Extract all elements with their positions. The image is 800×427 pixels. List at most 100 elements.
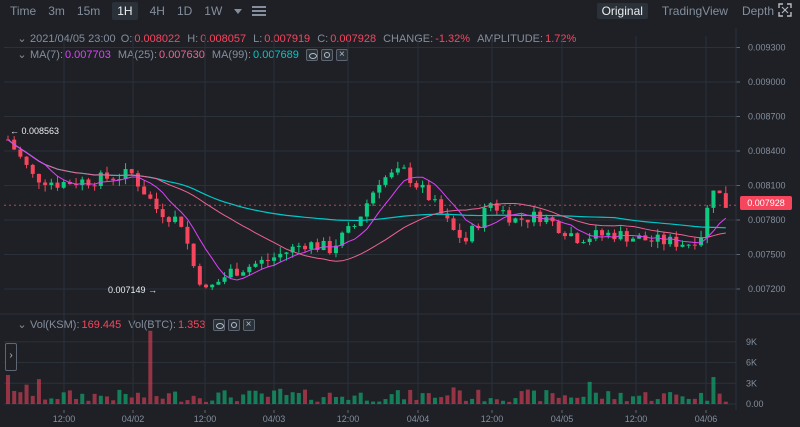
volume-bar	[30, 395, 35, 404]
price-axis-label: 0.007500	[748, 250, 786, 260]
volume-bar	[80, 393, 85, 404]
volume-bar	[24, 384, 29, 404]
price-axis-label: 0.008400	[748, 146, 786, 156]
volume-bar	[451, 387, 456, 404]
candle-body	[185, 226, 190, 244]
high-price-marker: ← 0.008563	[10, 126, 59, 136]
ma7-line	[7, 139, 727, 281]
view-depth[interactable]: Depth	[741, 4, 774, 18]
price-axis-label: 0.007800	[748, 215, 786, 225]
candle-body	[451, 218, 456, 230]
ma-visibility-eye-icon[interactable]	[305, 48, 318, 61]
volume-bar	[655, 399, 660, 404]
timeframe-15m[interactable]: 15m	[76, 4, 101, 18]
indicators-settings-icon[interactable]	[252, 5, 267, 17]
volume-bar	[290, 392, 295, 404]
timeframe-1d[interactable]: 1D	[176, 4, 193, 18]
time-axis-label: 04/06	[695, 414, 718, 424]
time-axis-label: 12:00	[337, 414, 360, 424]
candle-body	[234, 268, 239, 276]
candle-body	[402, 167, 407, 169]
volume-bar	[315, 401, 320, 404]
view-original[interactable]: Original	[596, 3, 648, 19]
volume-bar	[711, 377, 716, 404]
candle-body	[36, 173, 41, 183]
candle-body	[92, 185, 97, 187]
vol-btc-value: 1.353	[177, 318, 206, 331]
ma-legend: ⌄ MA(7): 0.007703 MA(25): 0.007630 MA(99…	[0, 48, 351, 61]
candle-body	[680, 244, 685, 247]
volume-bar	[470, 398, 475, 404]
candle-body	[303, 245, 308, 250]
low-marker-value: 0.007149	[108, 285, 146, 295]
candle-body	[210, 284, 215, 288]
candle-body	[389, 172, 394, 178]
candle-body	[43, 182, 48, 185]
volume-bar	[680, 396, 685, 404]
ma-close-icon[interactable]: ×	[335, 48, 348, 61]
candle-body	[562, 233, 567, 237]
fullscreen-icon[interactable]	[778, 3, 792, 17]
candle-body	[513, 218, 518, 223]
open-label: O:	[120, 32, 133, 45]
vol-ksm-label: Vol(KSM):	[30, 318, 80, 331]
volume-bar	[494, 399, 499, 404]
candle-body	[123, 169, 128, 180]
candle-body	[556, 221, 561, 234]
candle-body	[377, 184, 382, 193]
volume-bar	[525, 389, 530, 404]
timeframe-time[interactable]: Time	[10, 4, 37, 18]
candle-body	[705, 207, 710, 238]
volume-bar	[593, 392, 598, 404]
candle-body	[24, 156, 29, 165]
volume-bar	[160, 398, 165, 404]
volume-bar	[327, 392, 332, 404]
price-axis-label: 0.007200	[748, 284, 786, 294]
candle-body	[408, 167, 413, 184]
volume-bar	[668, 392, 673, 404]
candle-body	[98, 172, 103, 186]
collapse-chevron-icon[interactable]: ⌄	[17, 33, 27, 45]
vol-collapse-chevron-icon[interactable]: ⌄	[17, 319, 27, 331]
time-axis-label: 12:00	[53, 414, 76, 424]
close-label: C:	[317, 32, 329, 45]
view-tradingview[interactable]: TradingView	[661, 4, 728, 18]
candle-body	[686, 244, 691, 246]
volume-bar	[371, 401, 376, 404]
ma7-value: 0.007703	[65, 48, 111, 61]
volume-bar	[210, 400, 215, 404]
candle-body	[674, 236, 679, 247]
volume-bar	[377, 401, 382, 404]
candle-body	[55, 182, 60, 188]
volume-bar	[74, 398, 79, 404]
price-axis-label: 0.009300	[748, 43, 786, 53]
ma-settings-gear-icon[interactable]	[320, 48, 333, 61]
timeframe-toolbar: Time 3m 15m 1H 4H 1D 1W Original Trading…	[0, 0, 800, 22]
vol-close-icon[interactable]: ×	[242, 318, 255, 331]
volume-bar	[36, 379, 41, 404]
candle-body	[420, 184, 425, 188]
vol-settings-gear-icon[interactable]	[227, 318, 240, 331]
volume-bar	[408, 389, 413, 404]
timeframe-3m[interactable]: 3m	[48, 4, 65, 18]
volume-bar	[463, 400, 468, 404]
candle-body	[426, 184, 431, 201]
expand-panel-chevron-icon[interactable]: ›	[5, 343, 17, 371]
timeframe-4h[interactable]: 4H	[149, 4, 165, 18]
low-marker-arrow-icon: →	[148, 285, 158, 295]
candle-body	[463, 237, 468, 242]
volume-bar	[284, 395, 289, 404]
volume-bar	[624, 401, 629, 404]
vol-visibility-eye-icon[interactable]	[212, 318, 225, 331]
timeframe-1w[interactable]: 1W	[204, 4, 223, 18]
ma-collapse-chevron-icon[interactable]: ⌄	[17, 49, 27, 61]
timeframe-1h[interactable]: 1H	[112, 2, 138, 20]
candle-body	[284, 252, 289, 254]
candle-body	[655, 234, 660, 242]
more-timeframes-dropdown-icon[interactable]	[234, 8, 243, 14]
volume-bar	[618, 392, 623, 404]
candle-body	[668, 236, 673, 245]
volume-bar	[544, 390, 549, 404]
volume-bar	[154, 396, 159, 404]
